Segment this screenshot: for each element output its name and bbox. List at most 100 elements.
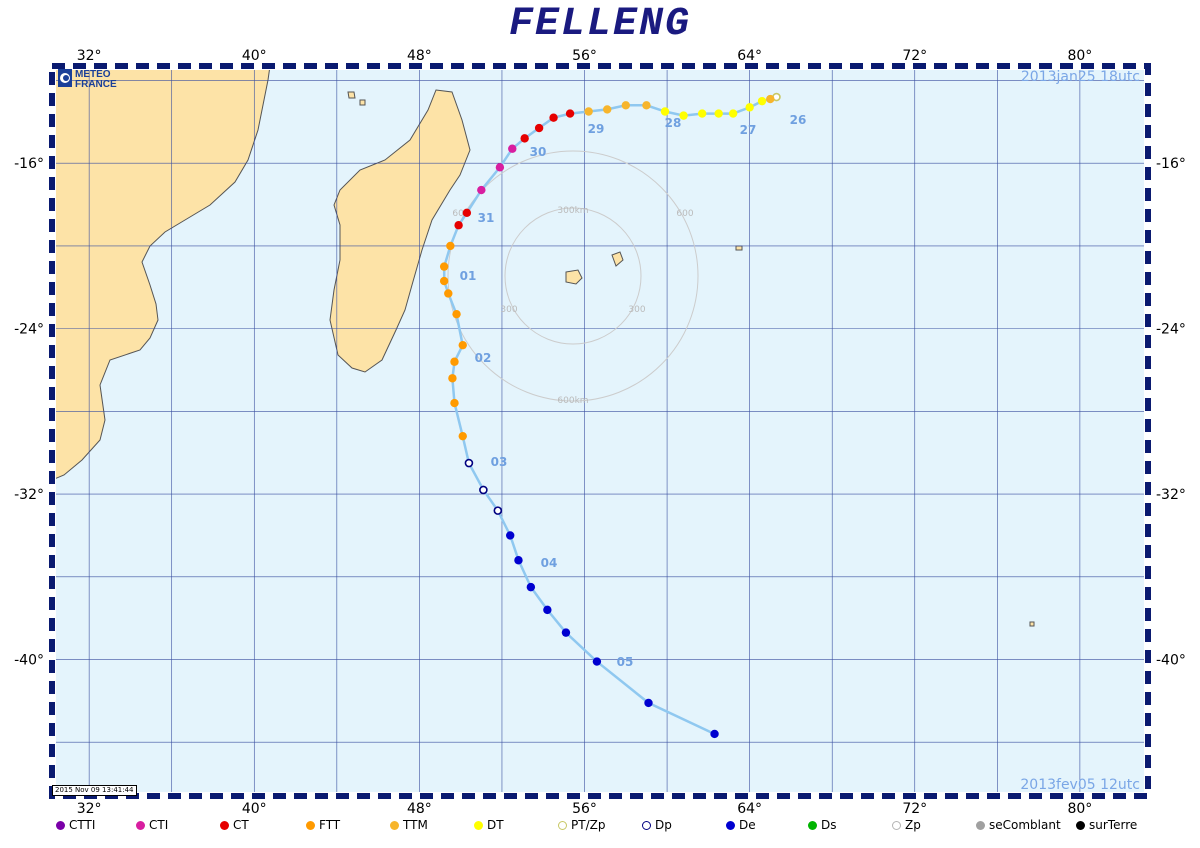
track-point-dp (493, 506, 503, 515)
legend-label: CTTI (69, 818, 96, 832)
lon-label-top: 48° (407, 48, 432, 64)
ring-300km (504, 207, 642, 345)
track-point-ftt (458, 340, 467, 350)
track-point-cti (508, 144, 517, 153)
legend-marker (726, 821, 735, 830)
axis-labels: 32° 32° 40° 40° 48° 48° 56° 56° 64° 64° 72° 72° 80° 8… (14, 48, 1186, 817)
day-label-03: 03 (491, 455, 508, 469)
track-point-de (514, 556, 523, 565)
day-label-31: 31 (478, 211, 495, 225)
ring-label-300-left: 300 (500, 305, 517, 315)
land (52, 66, 1035, 627)
legend-marker (306, 821, 315, 830)
lon-label-bottom: 64° (737, 801, 762, 817)
track-point-ct (520, 134, 529, 143)
track-point-ct (534, 123, 544, 133)
africa-coast (52, 66, 271, 481)
track-point-ct (462, 208, 472, 218)
track-point-de (710, 729, 719, 739)
track-point-ttm (603, 105, 612, 114)
lat-label-left: -24° (14, 322, 44, 338)
track-point-ftt (450, 357, 459, 366)
track-point-dt (679, 111, 688, 120)
track-point-ttm (621, 101, 631, 110)
legend-item-ttm: TTM (390, 818, 428, 836)
lat-label-right: -16° (1156, 156, 1186, 172)
storm-title: FELLENG (508, 2, 692, 47)
legend-marker (390, 821, 399, 830)
legend-item-de: De (726, 818, 756, 836)
legend-item-ctti: CTTI (56, 818, 95, 836)
legend-item-secomblant: seComblant (976, 818, 1061, 836)
track-point-ttm (766, 94, 775, 104)
track-point-cti (495, 163, 505, 172)
legend-label: CT (233, 818, 249, 832)
legend-marker (892, 821, 901, 830)
legend-label: Dp (655, 818, 672, 832)
legend-item-zp: Zp (892, 818, 921, 836)
track-point-ftt (444, 289, 453, 298)
day-label-26: 26 (790, 113, 807, 127)
track-point-ttm (642, 101, 651, 110)
legend-item-ftt: FTT (306, 818, 340, 836)
ring-label-600-left: 600 (452, 209, 469, 219)
day-label-04: 04 (541, 556, 558, 570)
lon-label-top: 80° (1067, 48, 1092, 64)
distance-rings: 300km 600km 300 300 600 600 (447, 150, 699, 406)
ring-label-600km-bottom: 600km (557, 396, 588, 406)
start-date-label: 2013jan25 18utc (1021, 69, 1140, 85)
track-point-ct (549, 113, 558, 122)
legend-label: Zp (905, 818, 921, 832)
lat-label-left: -32° (14, 487, 44, 503)
madagascar (329, 89, 471, 373)
legend-marker (976, 821, 985, 830)
track-points (439, 92, 781, 739)
day-label-30: 30 (530, 145, 547, 159)
legend-item-ds: Ds (808, 818, 837, 836)
timestamp-stamp: 2015 Nov 09 13:41:44 (52, 785, 137, 796)
lat-label-right: -24° (1156, 322, 1186, 338)
track-point-dt (714, 109, 723, 118)
legend-label: surTerre (1089, 818, 1138, 832)
legend-label: Ds (821, 818, 837, 832)
track-point-ftt (450, 398, 459, 408)
legend-label: CTI (149, 818, 169, 832)
legend-item-surterre: surTerre (1076, 818, 1137, 836)
legend-marker (220, 821, 229, 830)
lat-label-left: -40° (14, 653, 44, 669)
rodrigues (735, 245, 743, 251)
legend-label: DT (487, 818, 504, 832)
lon-label-bottom: 40° (242, 801, 267, 817)
track-point-dt (697, 109, 707, 118)
ring-600km (447, 150, 699, 402)
track-point-ftt (439, 276, 449, 286)
track-point-de (506, 531, 515, 540)
legend-marker (808, 821, 817, 830)
legend-marker (56, 821, 65, 830)
timestamp-text: 2015 Nov 09 13:41:44 (55, 786, 134, 794)
track-point-dt (660, 107, 670, 116)
ocean (52, 66, 1148, 796)
day-label-01: 01 (460, 269, 477, 283)
track-point-ftt (458, 431, 467, 441)
ring-label-300km-top: 300km (557, 206, 588, 216)
legend-marker (474, 821, 483, 830)
lon-label-top: 32° (77, 48, 102, 64)
lon-label-top: 40° (242, 48, 267, 64)
track-point-ct (454, 221, 463, 230)
legend-label: seComblant (989, 818, 1061, 832)
lat-label-right: -40° (1156, 653, 1186, 669)
lat-label-right: -32° (1156, 487, 1186, 503)
track-point-dt (745, 103, 754, 112)
kerguelen (1029, 621, 1035, 627)
day-label-28: 28 (665, 116, 682, 130)
track-point-ftt (452, 309, 461, 319)
day-label-27: 27 (740, 123, 757, 137)
track-point-cti (477, 185, 486, 195)
reunion (565, 269, 583, 285)
end-date-label: 2013fev05 12utc (1020, 777, 1140, 793)
meteo-france-logo: METEO FRANCE (58, 68, 130, 90)
legend-label: FTT (319, 818, 341, 832)
track-point-de (543, 605, 552, 615)
